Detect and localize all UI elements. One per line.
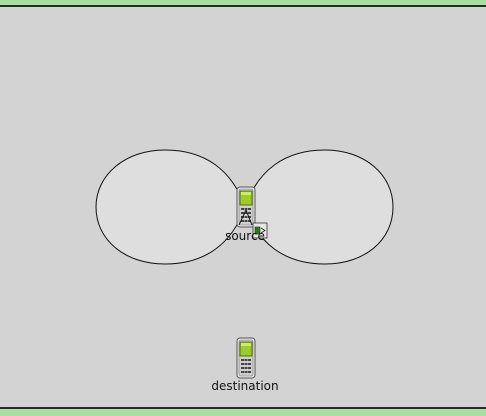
queue-packet-icon: [252, 222, 268, 239]
cellphone-icon: [236, 186, 256, 228]
antenna-pattern-right-lobe: [244, 149, 394, 265]
source-node[interactable]: [236, 186, 268, 239]
frame-top: [0, 0, 486, 5]
cellphone-icon: [236, 337, 256, 379]
destination-label: destination: [211, 379, 279, 393]
antenna-cross-icon: [238, 209, 253, 226]
frame-bottom-line: [0, 407, 486, 409]
frame-top-line: [0, 5, 486, 7]
source-label: source: [225, 229, 265, 243]
antenna-pattern-left-lobe: [95, 149, 246, 265]
frame-bottom: [0, 409, 486, 416]
destination-node[interactable]: [236, 337, 256, 379]
